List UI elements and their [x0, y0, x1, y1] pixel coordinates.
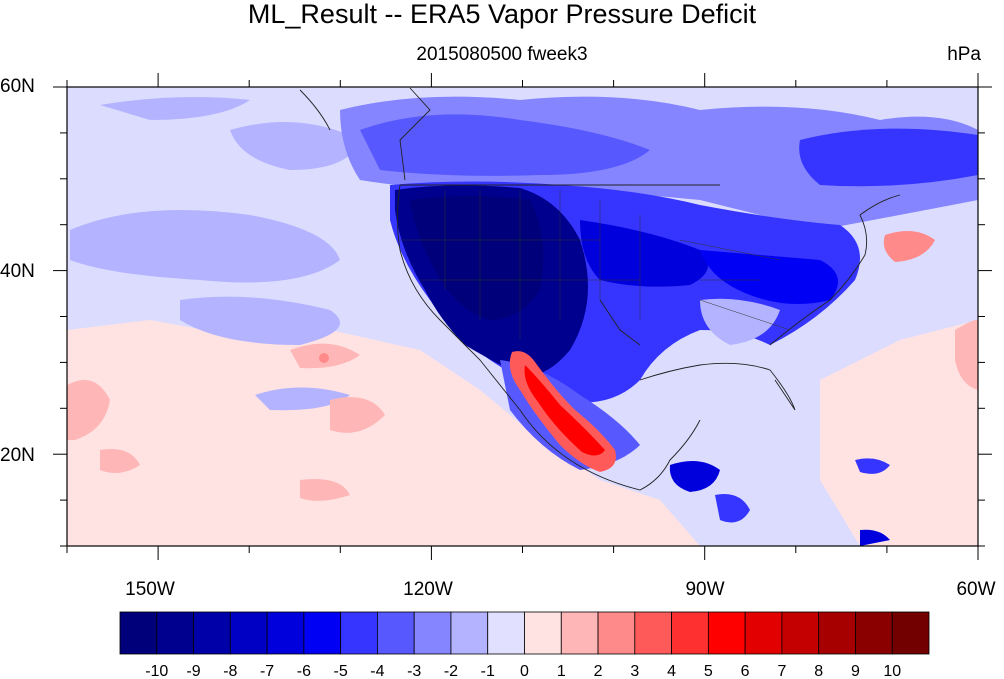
colorbar-swatch	[450, 611, 489, 655]
units-label: hPa	[947, 44, 981, 65]
colorbar-swatch	[744, 611, 783, 655]
colorbar-swatch	[303, 611, 342, 655]
plot-title: ML_Result -- ERA5 Vapor Pressure Deficit	[247, 0, 757, 29]
colorbar-swatch	[156, 611, 194, 655]
colorbar-label: 3	[630, 663, 639, 679]
colorbar-swatch	[119, 611, 158, 655]
colorbar-label: 10	[883, 663, 901, 679]
colorbar-swatch	[597, 611, 636, 655]
plot-subtitle: 2015080500 fweek3	[416, 44, 588, 65]
lon-label-120w: 120W	[403, 579, 453, 600]
colorbar-swatch	[193, 611, 231, 655]
colorbar-label: -2	[444, 663, 458, 679]
colorbar-label: 4	[667, 663, 676, 679]
colorbar-label: 1	[557, 663, 566, 679]
colorbar-label: 8	[814, 663, 823, 679]
colorbar-label: 7	[777, 663, 786, 679]
colorbar-label: -3	[407, 663, 421, 679]
colorbar-label: -5	[334, 663, 348, 679]
lat-label-40n: 40N	[0, 261, 35, 282]
lon-label-150w: 150W	[125, 579, 175, 600]
colorbar-label: 5	[704, 663, 713, 679]
colorbar-swatch	[891, 611, 930, 655]
colorbar-label: -1	[481, 663, 495, 679]
colorbar-label: -4	[370, 663, 384, 679]
colorbar-swatch	[781, 611, 820, 655]
colorbar-swatch	[707, 611, 746, 655]
map-field	[67, 87, 978, 546]
colorbar-label: 9	[851, 663, 860, 679]
colorbar-label: 0	[520, 663, 529, 679]
colorbar-swatch	[487, 611, 525, 655]
lon-label-90w: 90W	[685, 579, 725, 600]
colorbar-swatch	[634, 611, 672, 655]
colorbar-label: -9	[186, 663, 200, 679]
lat-label-60n: 60N	[0, 76, 35, 97]
axis-ticks	[53, 73, 992, 560]
colorbar-swatch	[671, 611, 709, 655]
colorbar-label: -7	[260, 663, 274, 679]
colorbar-label: -8	[223, 663, 237, 679]
colorbar-swatch	[266, 611, 305, 655]
lon-label-60w: 60W	[956, 579, 996, 600]
colorbar-label: -10	[145, 663, 168, 679]
colorbar-swatch	[524, 611, 562, 655]
colorbar-swatch	[855, 611, 893, 655]
colorbar-label: -6	[297, 663, 311, 679]
colorbar-swatch	[377, 611, 415, 655]
colorbar-swatch	[340, 611, 378, 655]
colorbar-swatch	[229, 611, 268, 655]
colorbar-swatch	[413, 611, 452, 655]
colorbar-swatch	[818, 611, 856, 655]
colorbar-label: 6	[741, 663, 750, 679]
lat-label-20n: 20N	[0, 445, 35, 466]
colorbar-label: 2	[594, 663, 603, 679]
colorbar-swatch	[560, 611, 599, 655]
